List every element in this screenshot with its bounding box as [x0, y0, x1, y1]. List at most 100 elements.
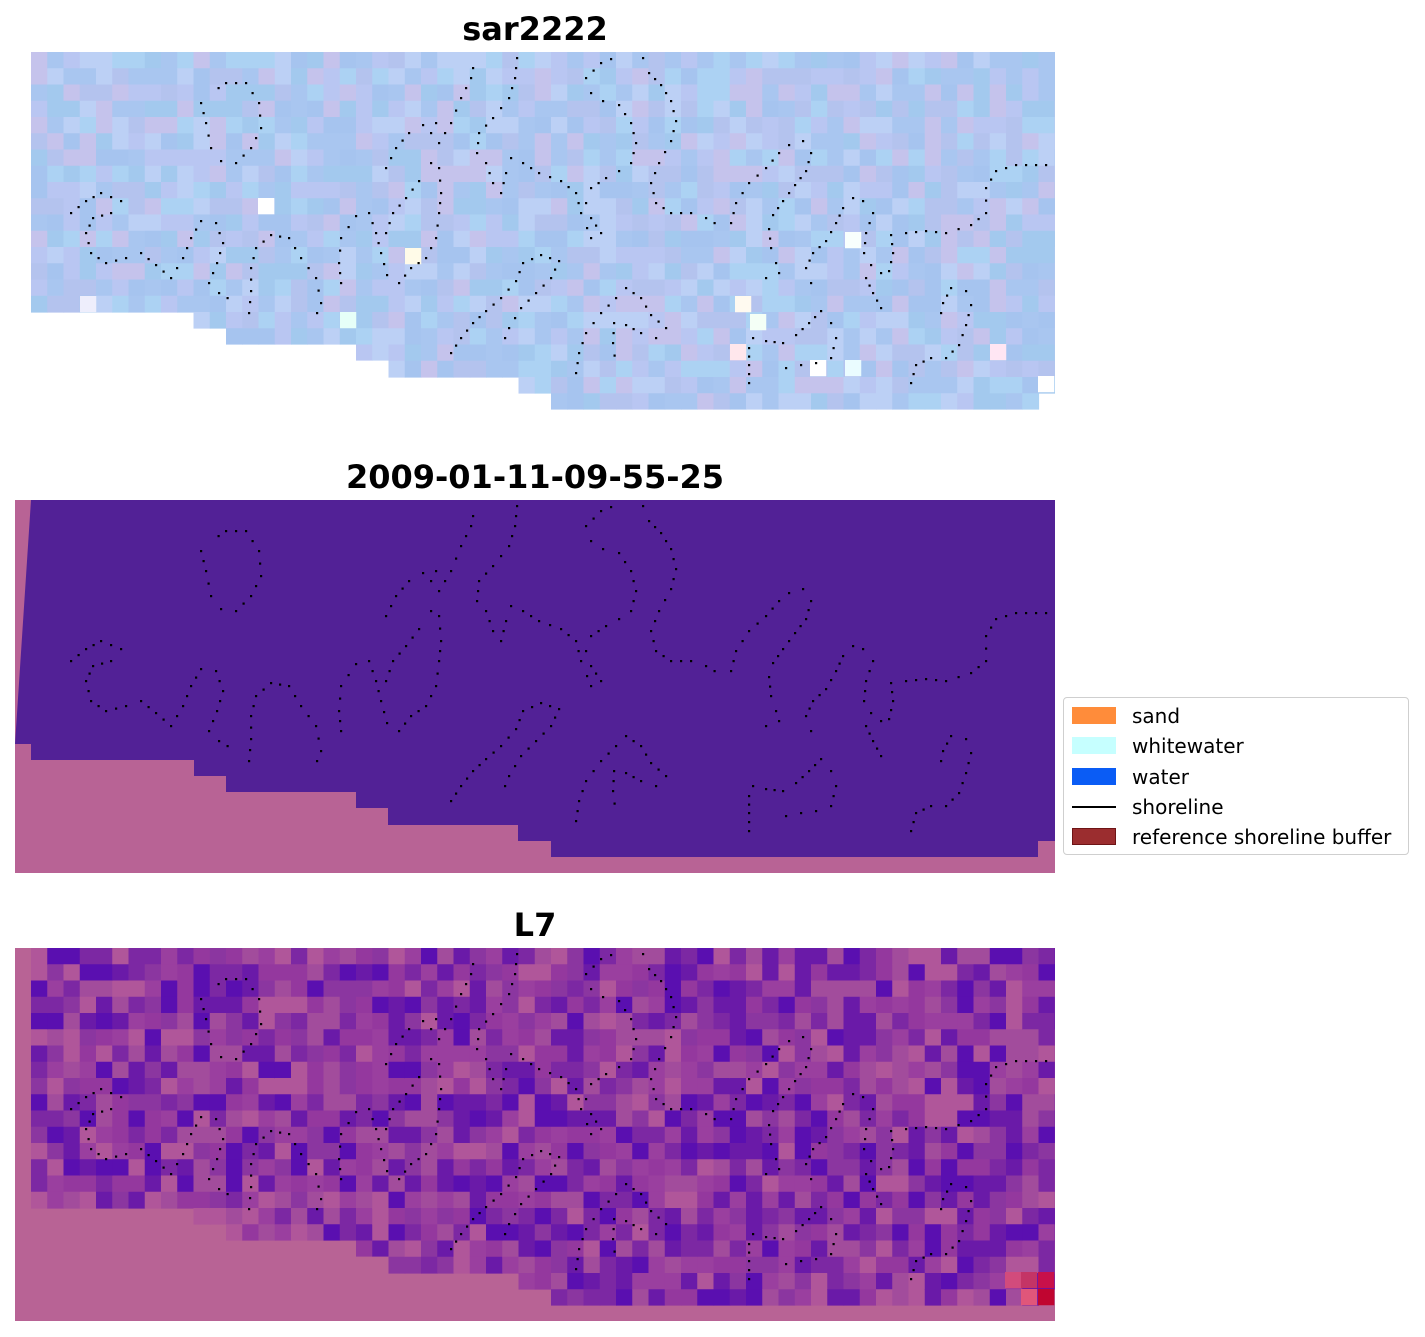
- image-pixel: [746, 100, 763, 118]
- shoreline-point: [768, 676, 771, 679]
- image-pixel: [258, 1159, 276, 1177]
- shoreline-point: [748, 1078, 751, 1081]
- image-pixel: [502, 948, 520, 965]
- image-pixel: [274, 1126, 292, 1144]
- image-pixel: [567, 263, 585, 281]
- image-pixel: [567, 279, 585, 297]
- image-pixel: [729, 1126, 747, 1144]
- image-pixel: [502, 1191, 520, 1209]
- shoreline-point: [162, 270, 165, 273]
- shoreline-point: [888, 718, 891, 721]
- shoreline-point: [705, 665, 708, 668]
- shoreline-point: [862, 200, 865, 203]
- image-pixel: [404, 295, 422, 313]
- shoreline-point: [650, 314, 653, 317]
- image-pixel: [551, 1094, 568, 1112]
- image-pixel: [957, 1224, 975, 1242]
- shoreline-point: [455, 344, 458, 347]
- image-pixel: [762, 263, 780, 281]
- shoreline-point: [242, 1050, 245, 1053]
- image-pixel: [648, 1078, 666, 1095]
- image-pixel: [307, 198, 325, 216]
- image-pixel: [794, 948, 812, 965]
- image-pixel: [616, 1191, 633, 1209]
- image-pixel: [96, 149, 113, 167]
- image-pixel: [274, 165, 292, 183]
- image-pixel: [778, 100, 796, 118]
- shoreline-point: [390, 605, 393, 608]
- shoreline-point: [658, 162, 661, 165]
- image-pixel: [1038, 1191, 1055, 1209]
- shoreline-point: [775, 1158, 778, 1161]
- image-pixel: [291, 312, 308, 329]
- shoreline-point: [542, 732, 545, 735]
- image-pixel: [811, 1061, 828, 1079]
- image-pixel: [794, 996, 812, 1014]
- image-pixel: [697, 1175, 715, 1193]
- image-pixel: [258, 1094, 276, 1112]
- image-pixel: [486, 1013, 503, 1030]
- image-pixel: [502, 1061, 520, 1079]
- shoreline-point: [624, 113, 627, 116]
- shoreline-point: [690, 1108, 693, 1111]
- shoreline-point: [665, 1223, 668, 1226]
- image-pixel: [778, 328, 796, 346]
- shoreline-point: [795, 1230, 798, 1233]
- image-pixel: [421, 1126, 438, 1144]
- image-pixel: [729, 117, 747, 134]
- image-pixel: [323, 1191, 341, 1209]
- image-pixel: [778, 68, 796, 86]
- image-pixel: [128, 1013, 146, 1030]
- image-pixel: [892, 393, 910, 410]
- shoreline-point: [125, 705, 128, 708]
- image-pixel: [372, 198, 390, 216]
- image-pixel: [908, 1061, 926, 1079]
- image-pixel: [989, 1289, 1007, 1306]
- shoreline-point: [222, 690, 225, 693]
- image-pixel: [876, 1191, 893, 1209]
- shoreline-point: [500, 745, 503, 748]
- image-pixel: [1022, 1094, 1040, 1112]
- image-pixel: [502, 295, 520, 313]
- shoreline-point: [624, 561, 627, 564]
- image-pixel: [681, 1143, 698, 1160]
- image-pixel: [518, 948, 536, 965]
- image-pixel: [681, 117, 698, 134]
- shoreline-point: [472, 515, 475, 518]
- shoreline-point: [554, 1164, 557, 1167]
- image-pixel: [616, 84, 633, 102]
- image-pixel: [794, 980, 812, 998]
- shoreline-point: [398, 1178, 401, 1181]
- image-pixel: [973, 948, 991, 965]
- image-pixel: [421, 117, 438, 134]
- image-pixel: [486, 279, 503, 297]
- image-pixel: [388, 279, 406, 297]
- image-pixel: [486, 948, 503, 965]
- image-pixel: [941, 1256, 958, 1274]
- shoreline-point: [317, 737, 320, 740]
- shoreline-point: [455, 109, 458, 112]
- image-pixel: [632, 117, 650, 134]
- image-pixel: [616, 1143, 633, 1160]
- image-pixel: [209, 247, 227, 264]
- image-pixel: [567, 980, 585, 998]
- image-pixel: [1022, 247, 1040, 264]
- image-pixel: [518, 1224, 536, 1242]
- image-pixel: [778, 377, 796, 394]
- image-pixel: [274, 312, 292, 329]
- image-pixel: [161, 84, 178, 102]
- image-pixel: [746, 182, 763, 199]
- image-pixel: [664, 1061, 682, 1079]
- image-pixel: [551, 312, 568, 329]
- image-pixel: [664, 1289, 682, 1306]
- shoreline-point: [92, 1113, 95, 1116]
- shoreline-point: [504, 337, 507, 340]
- image-pixel: [161, 214, 178, 232]
- image-pixel: [226, 214, 243, 232]
- image-pixel: [161, 996, 178, 1014]
- image-pixel: [79, 1126, 97, 1144]
- image-pixel: [616, 68, 633, 86]
- image-pixel: [648, 214, 666, 232]
- image-pixel: [746, 393, 763, 410]
- image-pixel: [989, 214, 1007, 232]
